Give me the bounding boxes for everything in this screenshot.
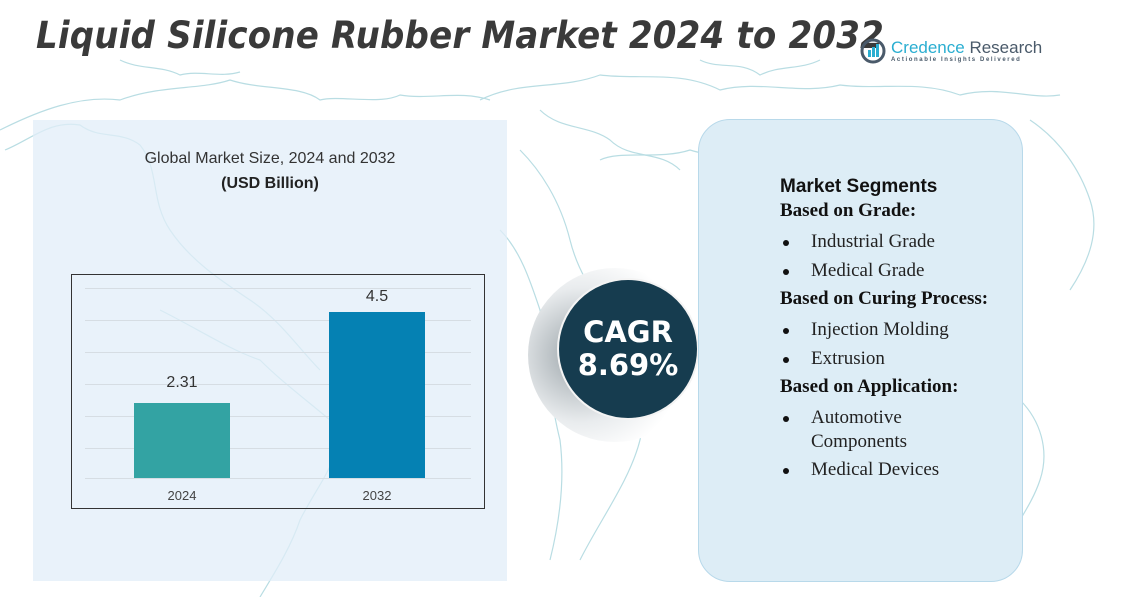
segment-item: Industrial Grade	[780, 230, 1020, 254]
segment-group-title: Based on Grade:	[780, 200, 917, 221]
segment-list: Automotive Components Medical Devices	[780, 406, 1020, 482]
segment-list: Injection Molding Extrusion	[780, 318, 1020, 370]
bar-value-2032: 4.5	[365, 288, 389, 305]
chart-unit: (USD Billion)	[221, 175, 319, 192]
gridline	[85, 352, 471, 353]
cagr-value: 8.69%	[577, 348, 679, 382]
gridline	[85, 416, 471, 417]
bar-chart: 2.31 2024 4.5 2032	[71, 274, 485, 509]
page-title: Liquid Silicone Rubber Market 2024 to 20…	[36, 14, 884, 57]
cagr-badge: CAGR 8.69%	[557, 278, 699, 420]
segment-item: Automotive Components	[780, 406, 941, 453]
bar-category-2032: 2032	[362, 488, 392, 503]
gridline	[85, 320, 471, 321]
segments-title: Market Segments	[780, 176, 938, 197]
cagr-label: CAGR	[583, 315, 673, 349]
gridline-baseline	[85, 478, 471, 479]
bar-category-2024: 2024	[167, 488, 197, 503]
gridline	[85, 448, 471, 449]
segment-item: Injection Molding	[780, 318, 1020, 342]
bar-2032	[329, 312, 425, 478]
gridline	[85, 384, 471, 385]
segments-panel	[698, 119, 1023, 582]
gridline	[85, 288, 471, 289]
chart-panel	[33, 120, 507, 581]
segment-item: Medical Devices	[780, 458, 1020, 482]
segment-item: Extrusion	[780, 347, 1020, 371]
segment-group-title: Based on Curing Process:	[780, 288, 989, 309]
segment-list: Industrial Grade Medical Grade	[780, 230, 1020, 282]
bar-value-2024: 2.31	[166, 374, 198, 391]
bar-chart-circle-icon	[860, 38, 886, 64]
bar-2024	[134, 403, 230, 478]
segment-item: Medical Grade	[780, 259, 1020, 283]
logo-tagline: Actionable Insights Delivered	[891, 57, 1022, 63]
segment-group-title: Based on Application:	[780, 376, 959, 397]
segments-content: Market Segments Based on Grade: Industri…	[780, 175, 1020, 487]
credence-research-logo: Credence Research Actionable Insights De…	[860, 38, 1042, 64]
logo-name: Credence Research	[891, 38, 1043, 57]
chart-title: Global Market Size, 2024 and 2032	[144, 150, 396, 167]
